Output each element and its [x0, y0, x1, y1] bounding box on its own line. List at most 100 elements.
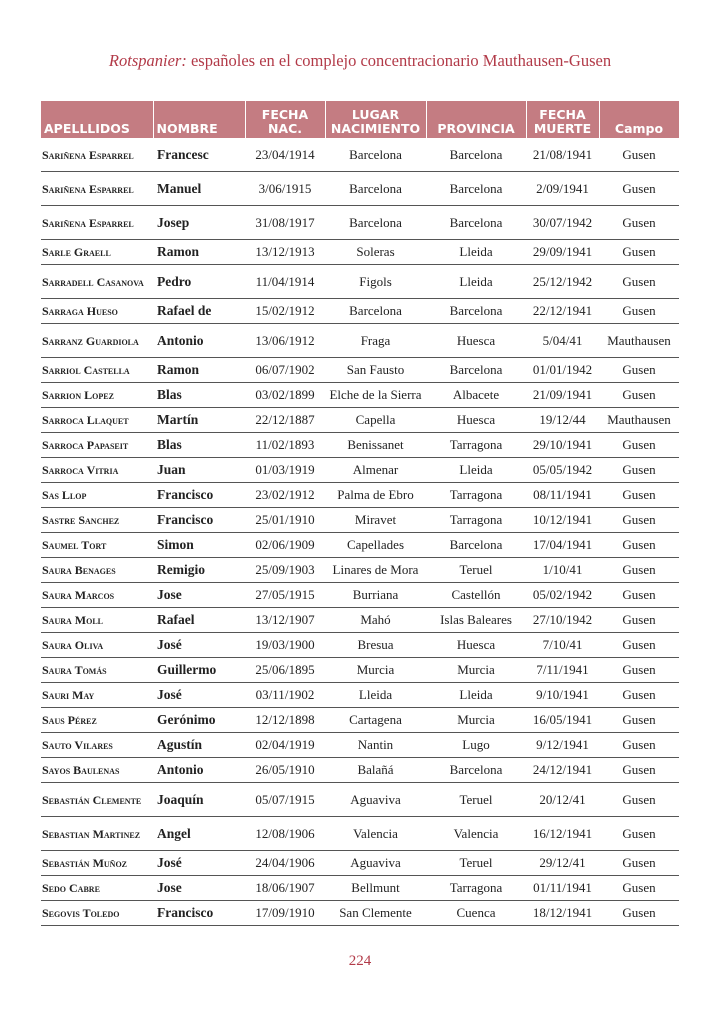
death-date-cell: 5/04/41	[526, 323, 599, 358]
death-date-cell: 18/12/1941	[526, 900, 599, 926]
name-cell: Martín	[153, 407, 245, 433]
birth-date-cell: 24/04/1906	[245, 850, 325, 876]
table-row: Sedo Cabre Jose 18/06/1907 Bellmunt Tarragon…	[41, 875, 679, 901]
table-row: Sarroca Vitria Juan 01/03/1919 Almenar Lleid…	[41, 457, 679, 483]
table-row: Saumel Tort Simon 02/06/1909 Capellades Barc…	[41, 532, 679, 558]
name-cell: Francesc	[153, 138, 245, 172]
table-row: Sarranz Guardiola Antonio 13/06/1912 Fraga H…	[41, 323, 679, 358]
name-cell: Pedro	[153, 264, 245, 299]
province-cell: Barcelona	[426, 532, 526, 558]
camp-cell: Gusen	[599, 757, 679, 783]
birthplace-cell: Aguaviva	[325, 850, 426, 876]
birth-date-cell: 12/12/1898	[245, 707, 325, 733]
table-row: Sariñena Esparrel Francesc 23/04/1914 Barce…	[41, 138, 679, 172]
province-cell: Lleida	[426, 457, 526, 483]
surname-cell: Sarroca Papaseit	[41, 432, 153, 458]
surname-cell: Saumel Tort	[41, 532, 153, 558]
death-date-cell: 7/10/41	[526, 632, 599, 658]
table-row: Sariñena Esparrel Manuel 3/06/1915 Barcelon…	[41, 171, 679, 206]
birth-date-cell: 01/03/1919	[245, 457, 325, 483]
death-date-cell: 2/09/1941	[526, 171, 599, 206]
name-cell: Rafael	[153, 607, 245, 633]
table-row: Sayos Baulenas Antonio 26/05/1910 Balañá Bar…	[41, 757, 679, 783]
death-date-cell: 1/10/41	[526, 557, 599, 583]
birth-date-cell: 02/04/1919	[245, 732, 325, 758]
province-cell: Huesca	[426, 632, 526, 658]
column-header: NOMBRE	[153, 101, 246, 138]
name-cell: Francisco	[153, 900, 245, 926]
death-date-cell: 08/11/1941	[526, 482, 599, 508]
surname-cell: Sebastian Martinez	[41, 816, 153, 851]
camp-cell: Gusen	[599, 357, 679, 383]
birthplace-cell: Murcia	[325, 657, 426, 683]
birth-date-cell: 31/08/1917	[245, 205, 325, 240]
death-date-cell: 22/12/1941	[526, 298, 599, 324]
birthplace-cell: Soleras	[325, 239, 426, 265]
province-cell: Murcia	[426, 657, 526, 683]
table-row: Sauri May José 03/11/1902 Lleida Lleida 9/10/…	[41, 682, 679, 708]
table-row: Sarraga Hueso Rafael de 15/02/1912 Barcelon…	[41, 298, 679, 324]
death-date-cell: 19/12/44	[526, 407, 599, 433]
camp-cell: Gusen	[599, 682, 679, 708]
province-cell: Teruel	[426, 782, 526, 817]
surname-cell: Sariñena Esparrel	[41, 138, 153, 172]
birth-date-cell: 19/03/1900	[245, 632, 325, 658]
camp-cell: Gusen	[599, 707, 679, 733]
death-date-cell: 9/12/1941	[526, 732, 599, 758]
province-cell: Tarragona	[426, 432, 526, 458]
surname-cell: Sarle Graell	[41, 239, 153, 265]
province-cell: Lugo	[426, 732, 526, 758]
birthplace-cell: Bellmunt	[325, 875, 426, 901]
birthplace-cell: Miravet	[325, 507, 426, 533]
camp-cell: Gusen	[599, 171, 679, 206]
death-date-cell: 17/04/1941	[526, 532, 599, 558]
birthplace-cell: Benissanet	[325, 432, 426, 458]
table-row: Sastre Sanchez Francisco 25/01/1910 Miravet…	[41, 507, 679, 533]
table-row: Saura Marcos Jose 27/05/1915 Burriana Castel…	[41, 582, 679, 608]
province-cell: Barcelona	[426, 138, 526, 172]
surname-cell: Sebastián Clemente	[41, 782, 153, 817]
province-cell: Barcelona	[426, 205, 526, 240]
name-cell: Juan	[153, 457, 245, 483]
column-header: PROVINCIA	[426, 101, 527, 138]
camp-cell: Gusen	[599, 900, 679, 926]
death-date-cell: 01/11/1941	[526, 875, 599, 901]
surname-cell: Saura Benages	[41, 557, 153, 583]
province-cell: Valencia	[426, 816, 526, 851]
name-cell: Gerónimo	[153, 707, 245, 733]
birthplace-cell: Figols	[325, 264, 426, 299]
name-cell: Simon	[153, 532, 245, 558]
camp-cell: Gusen	[599, 532, 679, 558]
birthplace-cell: Capella	[325, 407, 426, 433]
name-cell: Antonio	[153, 757, 245, 783]
surname-cell: Sarroca Vitria	[41, 457, 153, 483]
birth-date-cell: 05/07/1915	[245, 782, 325, 817]
name-cell: Ramon	[153, 357, 245, 383]
death-date-cell: 29/10/1941	[526, 432, 599, 458]
province-cell: Barcelona	[426, 757, 526, 783]
surname-cell: Sauto Vilares	[41, 732, 153, 758]
camp-cell: Gusen	[599, 632, 679, 658]
table-row: Sebastián Clemente Joaquín 05/07/1915 Aguav…	[41, 782, 679, 817]
birth-date-cell: 17/09/1910	[245, 900, 325, 926]
camp-cell: Gusen	[599, 582, 679, 608]
birthplace-cell: San Fausto	[325, 357, 426, 383]
surname-cell: Saura Oliva	[41, 632, 153, 658]
name-cell: José	[153, 632, 245, 658]
surname-cell: Sastre Sanchez	[41, 507, 153, 533]
prisoners-table: APELLLIDOS NOMBRE FECHA NAC. LUGAR NACIMIEN…	[41, 101, 680, 926]
birth-date-cell: 27/05/1915	[245, 582, 325, 608]
surname-cell: Sas Llop	[41, 482, 153, 508]
name-cell: Angel	[153, 816, 245, 851]
surname-cell: Sariñena Esparrel	[41, 205, 153, 240]
birth-date-cell: 25/09/1903	[245, 557, 325, 583]
camp-cell: Mauthausen	[599, 323, 679, 358]
birthplace-cell: Elche de la Sierra	[325, 382, 426, 408]
birth-date-cell: 15/02/1912	[245, 298, 325, 324]
province-cell: Huesca	[426, 407, 526, 433]
death-date-cell: 30/07/1942	[526, 205, 599, 240]
birth-date-cell: 25/01/1910	[245, 507, 325, 533]
birthplace-cell: Fraga	[325, 323, 426, 358]
name-cell: José	[153, 682, 245, 708]
surname-cell: Saus Pérez	[41, 707, 153, 733]
